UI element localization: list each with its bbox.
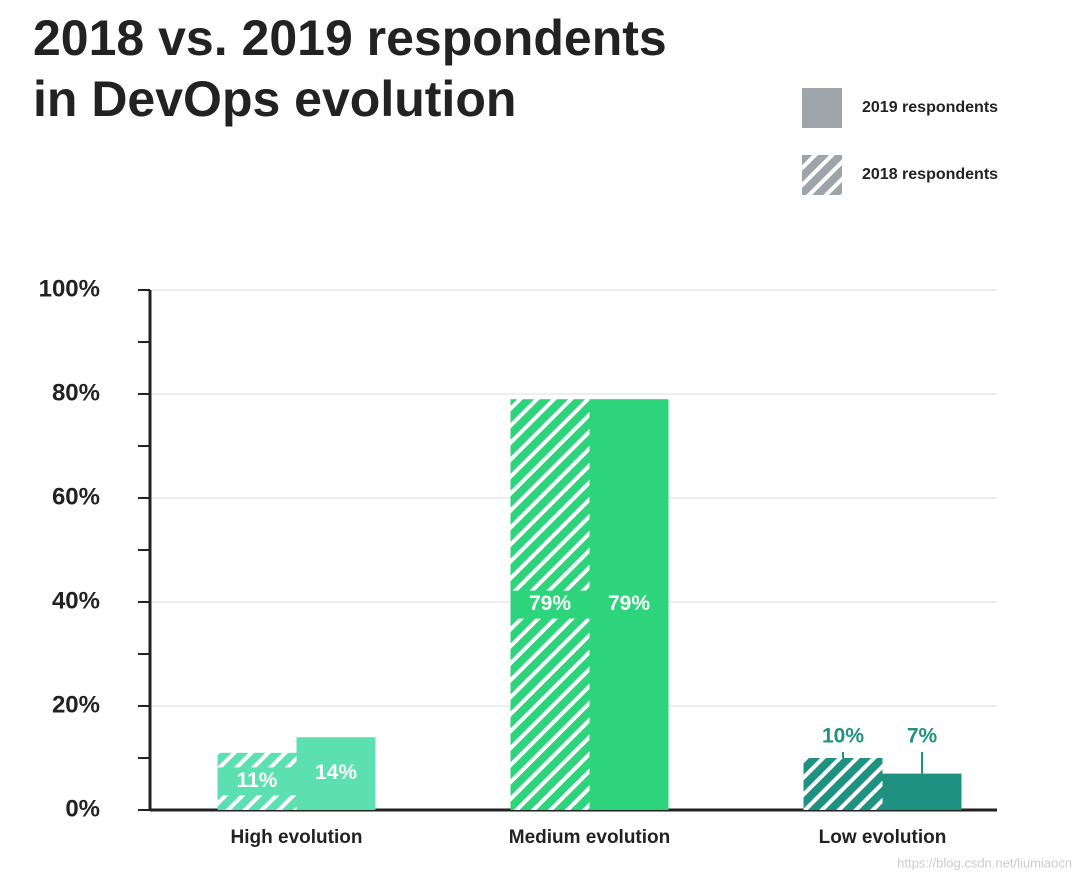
bar [296, 737, 376, 810]
y-tick-label: 100% [39, 275, 100, 302]
legend-label: 2018 respondents [862, 166, 998, 183]
legend-swatch [802, 88, 842, 128]
legend-swatch [802, 155, 842, 195]
y-tick-label: 20% [52, 691, 100, 718]
y-tick-label: 0% [65, 795, 100, 822]
data-label: 10% [822, 725, 864, 748]
y-tick-label: 80% [52, 379, 100, 406]
data-label: 14% [315, 761, 357, 784]
label-band [217, 767, 297, 796]
data-label: 11% [237, 769, 278, 792]
x-tick-label: High evolution [231, 827, 363, 848]
chart-title: 2018 vs. 2019 respondents [33, 10, 667, 66]
data-label: 7% [907, 725, 938, 748]
watermark: https://blog.csdn.net/liumiaocn [897, 855, 1072, 870]
data-label: 79% [529, 592, 571, 615]
y-tick-label: 40% [52, 587, 100, 614]
data-label: 79% [608, 592, 650, 615]
y-tick-label: 60% [52, 483, 100, 510]
x-tick-label: Medium evolution [509, 827, 671, 848]
bar [803, 758, 883, 810]
x-tick-label: Low evolution [819, 827, 947, 848]
chart-title: in DevOps evolution [33, 71, 516, 127]
label-band [510, 590, 590, 619]
bar [882, 773, 962, 810]
bar [589, 399, 669, 810]
legend-label: 2019 respondents [862, 99, 998, 116]
